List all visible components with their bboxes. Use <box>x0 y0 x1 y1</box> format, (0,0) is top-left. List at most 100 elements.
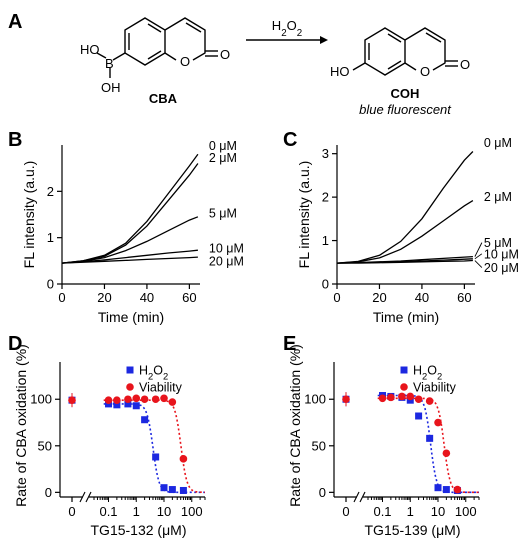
x-axis-title: Time (min) <box>373 309 439 325</box>
x-tick-label: 0.1 <box>373 504 391 519</box>
coh-benzene-ring <box>364 27 406 76</box>
reagent-label: H2O2 <box>272 18 302 39</box>
data-point-square <box>426 434 434 442</box>
series-line <box>337 259 473 264</box>
legend-marker <box>400 383 408 391</box>
data-point-square <box>132 402 140 410</box>
data-point-circle <box>453 485 462 494</box>
data-point-square <box>179 486 187 494</box>
data-point-square <box>113 401 121 409</box>
data-point-circle <box>434 418 442 427</box>
cba-double-bond-1 <box>147 23 162 33</box>
series-label: 10 μM <box>209 242 244 256</box>
data-point-circle <box>425 397 434 405</box>
data-point-square <box>434 484 442 492</box>
x-tick-label: 40 <box>415 290 429 305</box>
chart-c: 0 20 40 60 0 1 2 3 Time (min) FL intensity (a.u.)… <box>296 136 519 325</box>
x-tick-label: 20 <box>97 290 111 305</box>
coh-double-bond-1 <box>387 33 402 43</box>
axis-break-mark <box>85 491 92 503</box>
legend-marker <box>400 366 408 374</box>
fit-curve <box>377 394 479 494</box>
chart-e: 0 0.1 1 10 100 0 50 100 TG15-139 (μM) Rate of CBA… <box>287 344 480 538</box>
coh-ho-label: HO <box>330 64 350 79</box>
series-leader-line <box>474 242 483 257</box>
coh-ring-oxygen-bond <box>404 62 417 71</box>
series-leader-line <box>474 260 483 268</box>
fit-curve <box>103 403 205 494</box>
y-tick-label: 100 <box>30 392 52 407</box>
cba-boron-label: B <box>105 56 114 71</box>
series-label: 2 μM <box>209 151 237 165</box>
series-label: 10 μM <box>484 247 519 261</box>
panel-letter-a: A <box>8 11 22 33</box>
data-point-square <box>160 484 168 492</box>
y-axis-title: FL intensity (a.u.) <box>21 161 37 269</box>
series-label: 20 μM <box>484 261 519 275</box>
axis-break-mark <box>353 491 360 503</box>
data-point-circle <box>168 398 177 406</box>
cba-carbonyl-o-label: O <box>220 47 230 62</box>
cba-name: CBA <box>149 91 178 106</box>
data-point-circle <box>442 449 451 458</box>
cba-c-b-bond <box>112 52 126 61</box>
series-leader-line <box>474 253 483 260</box>
cba-pyranone-ring <box>164 17 206 61</box>
data-point-circle <box>140 395 149 404</box>
series-line <box>61 256 198 264</box>
chart-d: 0 0.1 1 10 100 0 50 100 TG15-132 (μM) Rate of CBA… <box>13 344 206 538</box>
x-tick-label: 60 <box>457 290 471 305</box>
data-point-circle <box>68 396 76 404</box>
y-tick-label: 50 <box>38 438 52 453</box>
fit-curve <box>103 399 205 494</box>
cba-ring-oxygen-bond <box>164 52 177 61</box>
data-point-circle <box>398 392 406 401</box>
x-tick-label: 0 <box>333 290 340 305</box>
data-point-circle <box>104 396 113 404</box>
data-point-circle <box>113 396 121 404</box>
x-tick-label: 0.1 <box>99 504 117 519</box>
chart-b: 0 20 40 60 0 1 2 Time (min) FL intensity (a.u.) 0… <box>21 139 244 325</box>
legend-label: H2O2 <box>139 364 168 382</box>
cba-b-oh-bond-1 <box>96 52 107 59</box>
x-tick-label: 10 <box>431 504 445 519</box>
axis-break-mark <box>359 491 366 503</box>
y-tick-label: 0 <box>322 277 329 292</box>
data-point-square <box>141 416 149 424</box>
coh-name: COH <box>391 86 420 101</box>
legend-marker <box>126 383 134 391</box>
y-tick-label: 2 <box>322 190 329 205</box>
coh-structure <box>352 27 458 76</box>
x-tick-label: 1 <box>407 504 414 519</box>
coh-note: blue fluorescent <box>359 102 452 117</box>
data-point-circle <box>406 392 415 401</box>
y-tick-label: 1 <box>322 233 329 248</box>
x-tick-label: 1 <box>133 504 140 519</box>
y-tick-label: 0 <box>47 277 54 292</box>
cba-structure <box>96 17 218 78</box>
y-axis-title: Rate of CBA oxidation (%) <box>287 344 303 507</box>
cba-oh-label: OH <box>101 80 121 95</box>
coh-c-o-bond <box>352 62 366 71</box>
data-point-circle <box>179 455 188 463</box>
data-point-circle <box>132 394 141 403</box>
data-point-circle <box>378 394 387 403</box>
legend-label: H2O2 <box>413 364 442 382</box>
panel-letter-b: B <box>8 129 22 151</box>
series-line <box>61 153 199 264</box>
y-tick-label: 3 <box>322 146 329 161</box>
y-axis-title: Rate of CBA oxidation (%) <box>13 344 29 507</box>
legend-label: Viability <box>139 381 183 395</box>
x-tick-label: 100 <box>455 504 477 519</box>
data-point-circle <box>160 394 168 403</box>
x-axis-title: Time (min) <box>98 309 164 325</box>
series-label: 20 μM <box>209 255 244 269</box>
data-point-circle <box>414 395 423 404</box>
y-tick-label: 50 <box>312 438 326 453</box>
series-label: 0 μM <box>209 139 237 153</box>
series-line <box>61 216 199 264</box>
data-point-square <box>152 453 160 461</box>
x-tick-label: 60 <box>182 290 196 305</box>
axis-break-mark <box>79 491 86 503</box>
